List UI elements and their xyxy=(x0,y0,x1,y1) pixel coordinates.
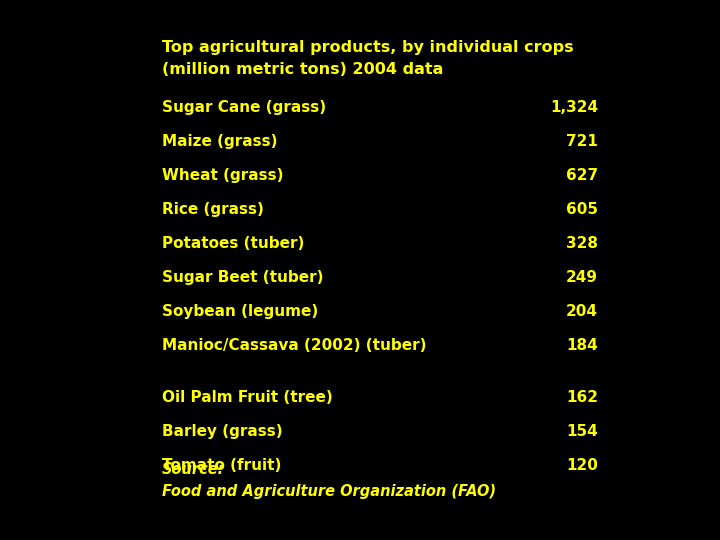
Text: (million metric tons) 2004 data: (million metric tons) 2004 data xyxy=(162,62,444,77)
Text: 154: 154 xyxy=(566,424,598,439)
Text: 120: 120 xyxy=(566,458,598,473)
Text: Top agricultural products, by individual crops: Top agricultural products, by individual… xyxy=(162,40,574,55)
Text: Potatoes (tuber): Potatoes (tuber) xyxy=(162,236,305,251)
Text: 184: 184 xyxy=(566,338,598,353)
Text: Sugar Beet (tuber): Sugar Beet (tuber) xyxy=(162,270,323,285)
Text: Source:: Source: xyxy=(162,462,225,477)
Text: Maize (grass): Maize (grass) xyxy=(162,134,277,149)
Text: Soybean (legume): Soybean (legume) xyxy=(162,304,318,319)
Text: Wheat (grass): Wheat (grass) xyxy=(162,168,284,183)
Text: 204: 204 xyxy=(566,304,598,319)
Text: Sugar Cane (grass): Sugar Cane (grass) xyxy=(162,100,326,115)
Text: 1,324: 1,324 xyxy=(550,100,598,115)
Text: 721: 721 xyxy=(566,134,598,149)
Text: 162: 162 xyxy=(566,390,598,405)
Text: Oil Palm Fruit (tree): Oil Palm Fruit (tree) xyxy=(162,390,333,405)
Text: Tomato (fruit): Tomato (fruit) xyxy=(162,458,282,473)
Text: 249: 249 xyxy=(566,270,598,285)
Text: Manioc/Cassava (2002) (tuber): Manioc/Cassava (2002) (tuber) xyxy=(162,338,426,353)
Text: Food and Agriculture Organization (FAO): Food and Agriculture Organization (FAO) xyxy=(162,484,496,499)
Text: Barley (grass): Barley (grass) xyxy=(162,424,283,439)
Text: Rice (grass): Rice (grass) xyxy=(162,202,264,217)
Text: 627: 627 xyxy=(566,168,598,183)
Text: 328: 328 xyxy=(566,236,598,251)
Text: 605: 605 xyxy=(566,202,598,217)
